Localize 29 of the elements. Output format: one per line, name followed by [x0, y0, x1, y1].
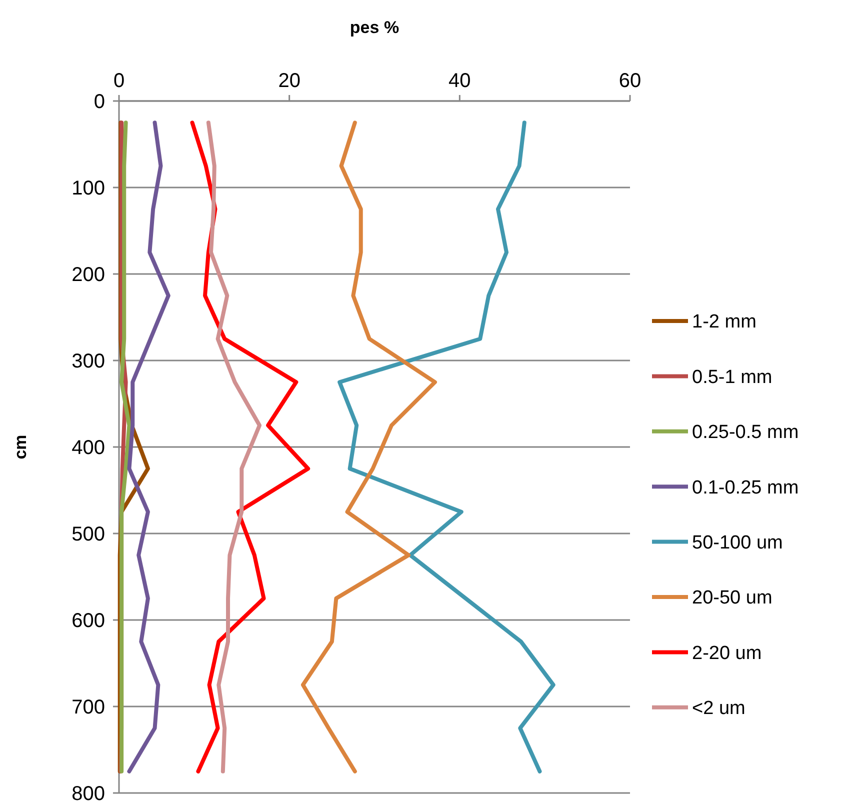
- y-tick-label: 100: [72, 178, 105, 200]
- x-tick-label: 40: [448, 70, 471, 92]
- x-tick-label: 0: [113, 70, 125, 92]
- y-tick-label: 800: [72, 783, 105, 805]
- legend-label: 2-20 um: [692, 642, 762, 664]
- line-series: [120, 120, 132, 774]
- line-series: [206, 120, 262, 774]
- legend-label: 1-2 mm: [692, 312, 756, 333]
- y-tick-label: 0: [94, 91, 105, 113]
- y-tick-label: 700: [72, 696, 105, 718]
- y-axis-title: cm: [11, 434, 30, 460]
- y-tick-label: 400: [72, 437, 105, 459]
- x-tick-label: 20: [278, 70, 300, 92]
- legend-label: <2 um: [692, 698, 746, 720]
- legend-label: 20-50 um: [692, 588, 772, 609]
- y-tick-label: 300: [72, 350, 105, 372]
- x-axis-title: pes %: [350, 18, 400, 37]
- legend-label: 0.5-1 mm: [692, 366, 772, 388]
- y-tick-label: 600: [72, 610, 105, 632]
- y-tick-label: 200: [72, 264, 105, 286]
- y-tick-label: 500: [72, 524, 105, 546]
- line-series: [338, 120, 556, 774]
- x-tick-label: 60: [618, 70, 642, 92]
- legend-label: 0.1-0.25 mm: [692, 477, 799, 498]
- line-series: [300, 120, 437, 774]
- legend-label: 50-100 um: [692, 532, 783, 554]
- legend-label: 0.25-0.5 mm: [692, 422, 799, 444]
- line-series: [190, 120, 310, 774]
- line-series: [127, 120, 170, 774]
